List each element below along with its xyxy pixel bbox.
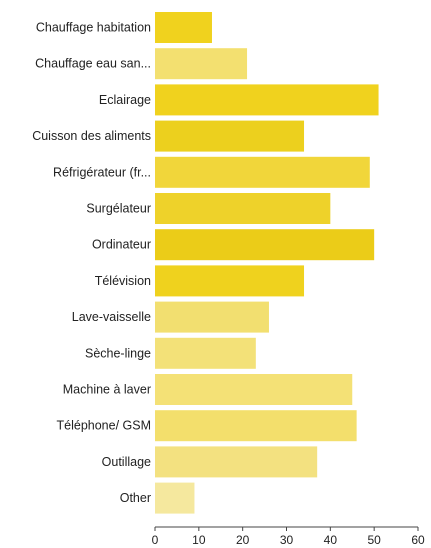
x-axis-ticks: 0 10 20 30 40 50 60 xyxy=(152,527,425,547)
x-tick-label-0: 0 xyxy=(152,533,159,547)
x-tick-label-1: 10 xyxy=(192,533,206,547)
category-label-13: Other xyxy=(120,491,151,505)
bar-5 xyxy=(155,193,331,224)
bar-1 xyxy=(155,48,248,80)
bar-6 xyxy=(155,229,375,261)
bar-13 xyxy=(155,482,195,514)
x-tick-label-3: 30 xyxy=(280,533,294,547)
category-label-1: Chauffage eau san... xyxy=(35,57,151,71)
category-label-9: Sèche-linge xyxy=(85,346,151,360)
bars-group xyxy=(155,12,379,514)
x-tick-label-6: 60 xyxy=(411,533,425,547)
category-label-10: Machine à laver xyxy=(63,383,151,397)
bar-8 xyxy=(155,301,269,333)
category-label-8: Lave-vaisselle xyxy=(72,310,151,324)
bar-7 xyxy=(155,265,305,297)
bar-4 xyxy=(155,156,370,188)
bar-10 xyxy=(155,374,353,405)
x-tick-label-4: 40 xyxy=(324,533,338,547)
x-tick-label-2: 20 xyxy=(236,533,250,547)
category-label-0: Chauffage habitation xyxy=(36,21,151,35)
bar-9 xyxy=(155,337,256,369)
bar-12 xyxy=(155,446,318,478)
bar-3 xyxy=(155,120,305,152)
category-label-2: Eclairage xyxy=(99,93,151,107)
category-label-12: Outillage xyxy=(102,455,151,469)
bar-11 xyxy=(155,410,357,442)
category-label-4: Réfrigérateur (fr... xyxy=(53,165,151,179)
x-tick-label-5: 50 xyxy=(367,533,381,547)
bar-2 xyxy=(155,84,379,116)
category-label-6: Ordinateur xyxy=(92,238,151,252)
category-label-7: Télévision xyxy=(95,274,151,288)
bar-0 xyxy=(155,12,212,43)
category-labels: Chauffage habitation Chauffage eau san...… xyxy=(32,21,151,506)
category-label-5: Surgélateur xyxy=(86,202,151,216)
category-label-3: Cuisson des aliments xyxy=(32,129,151,143)
category-label-11: Téléphone/ GSM xyxy=(57,419,152,433)
